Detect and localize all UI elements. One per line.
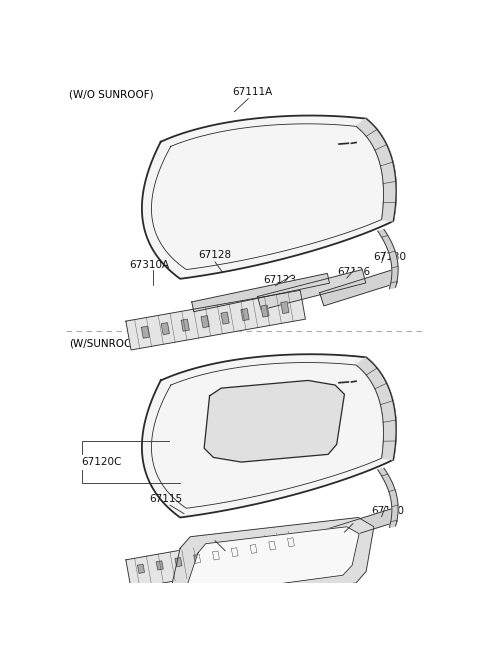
- Text: 67130: 67130: [372, 506, 405, 516]
- Polygon shape: [126, 529, 305, 589]
- Text: 67115: 67115: [149, 495, 182, 504]
- Text: (W/O SUNROOF): (W/O SUNROOF): [69, 89, 154, 100]
- Polygon shape: [320, 508, 397, 544]
- Polygon shape: [194, 554, 201, 563]
- Polygon shape: [201, 316, 209, 328]
- Polygon shape: [288, 538, 294, 547]
- Polygon shape: [258, 270, 366, 310]
- Text: 67128: 67128: [198, 250, 231, 260]
- Polygon shape: [281, 301, 289, 314]
- Polygon shape: [181, 319, 189, 331]
- Text: 67310A: 67310A: [130, 259, 170, 270]
- Polygon shape: [161, 323, 169, 335]
- Polygon shape: [204, 381, 345, 462]
- Polygon shape: [175, 557, 182, 567]
- Polygon shape: [156, 561, 163, 570]
- Text: 67126: 67126: [337, 267, 371, 277]
- Polygon shape: [261, 305, 269, 317]
- Polygon shape: [138, 564, 144, 573]
- Text: 67130: 67130: [373, 252, 406, 262]
- Polygon shape: [142, 354, 396, 517]
- Text: 67120C: 67120C: [82, 457, 122, 467]
- Text: (W/SUNROOF): (W/SUNROOF): [69, 339, 143, 349]
- Text: 67126: 67126: [335, 521, 368, 531]
- Text: 67111A: 67111A: [232, 87, 272, 97]
- Polygon shape: [378, 468, 398, 527]
- Polygon shape: [221, 312, 229, 324]
- Polygon shape: [186, 527, 359, 595]
- Polygon shape: [231, 548, 238, 557]
- Polygon shape: [213, 551, 219, 560]
- Polygon shape: [241, 309, 249, 320]
- Polygon shape: [320, 270, 397, 306]
- Polygon shape: [378, 229, 398, 289]
- Polygon shape: [250, 544, 257, 553]
- Polygon shape: [170, 517, 374, 602]
- Polygon shape: [192, 273, 329, 312]
- Polygon shape: [269, 541, 276, 550]
- Polygon shape: [356, 358, 396, 460]
- Text: 67123: 67123: [263, 275, 296, 285]
- Text: 67310A: 67310A: [204, 540, 243, 550]
- Polygon shape: [142, 115, 396, 279]
- Polygon shape: [126, 290, 305, 350]
- Polygon shape: [356, 119, 396, 221]
- Polygon shape: [142, 326, 149, 338]
